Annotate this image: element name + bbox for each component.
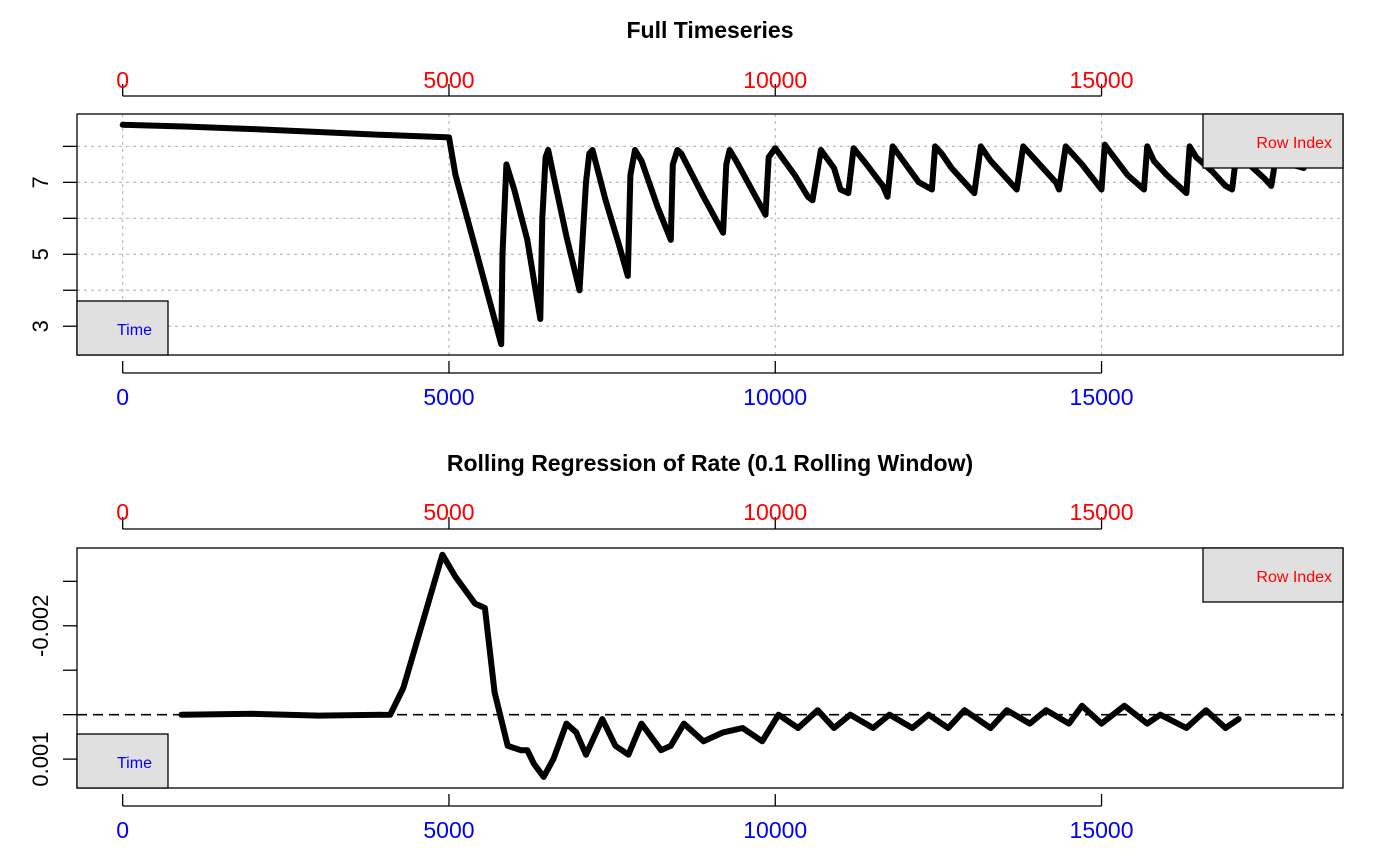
plot-frame	[76, 547, 1344, 789]
legend-time-box	[76, 300, 169, 356]
legend-time-label: Time	[117, 755, 152, 772]
top-axis-tick-label: 5000	[423, 499, 474, 525]
bottom-axis-tick-label: 0	[116, 384, 129, 410]
chart-title: Full Timeseries	[626, 17, 793, 43]
legend-time-label: Time	[117, 322, 152, 339]
series-line-1	[119, 121, 1307, 348]
series-line-1	[178, 551, 1242, 780]
chart-title: Rolling Regression of Rate (0.1 Rolling …	[447, 450, 973, 476]
y-axis-tick-label: 5	[28, 248, 53, 260]
legend-row-index-box	[1202, 113, 1344, 169]
top-axis-tick-label: 15000	[1070, 67, 1134, 93]
bottom-axis-tick-label: 5000	[423, 817, 474, 843]
bottom-axis-tick-label: 15000	[1070, 817, 1134, 843]
bottom-axis-tick-label: 10000	[743, 384, 807, 410]
top-axis-tick-label: 0	[116, 67, 129, 93]
chart-panel-2: Rolling Regression of Rate (0.1 Rolling …	[28, 450, 1344, 843]
top-axis-tick-label: 5000	[423, 67, 474, 93]
plot-frame	[76, 113, 1344, 356]
top-axis-tick-label: 15000	[1070, 499, 1134, 525]
y-axis-tick-label: 7	[28, 176, 53, 188]
top-axis-tick-label: 10000	[743, 67, 807, 93]
legend-time-box	[76, 733, 169, 789]
legend-row-index-box	[1202, 547, 1344, 603]
y-axis-tick-label: 3	[28, 320, 53, 332]
chart-panel-1: Full Timeseries 0 5000 10000 15000 0 5000 10000…	[28, 17, 1344, 410]
bottom-axis-tick-label: 15000	[1070, 384, 1134, 410]
legend-row-index-label: Row Index	[1256, 135, 1332, 152]
bottom-axis-tick-label: 0	[116, 817, 129, 843]
y-axis-tick-label: 0.001	[28, 732, 53, 787]
y-axis-tick-label: -0.002	[28, 595, 53, 657]
bottom-axis-tick-label: 10000	[743, 817, 807, 843]
bottom-axis-tick-label: 5000	[423, 384, 474, 410]
top-axis-tick-label: 0	[116, 499, 129, 525]
legend-row-index-label: Row Index	[1256, 569, 1332, 586]
top-axis-tick-label: 10000	[743, 499, 807, 525]
